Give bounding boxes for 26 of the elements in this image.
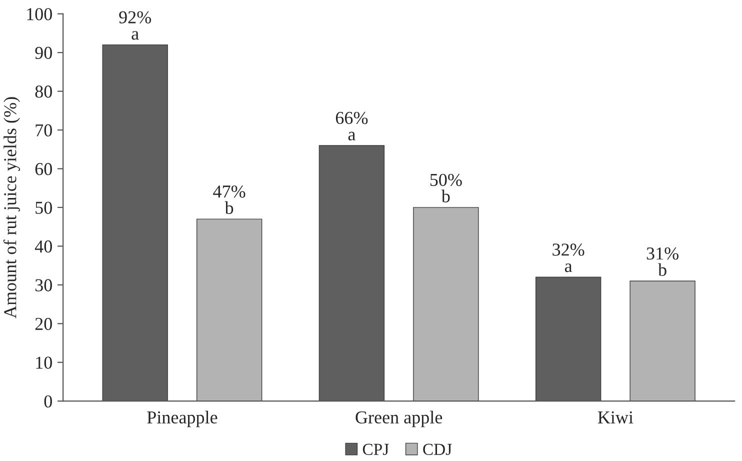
y-tick-label: 50 xyxy=(36,202,52,214)
bar xyxy=(413,207,479,402)
data-label: 92% a xyxy=(119,11,152,40)
y-tick-label: 100 xyxy=(27,8,52,20)
y-tick-label: 80 xyxy=(35,86,52,98)
data-label: 47% b xyxy=(213,185,246,214)
x-tick-label: Kiwi xyxy=(598,411,634,424)
data-label: 66% a xyxy=(336,112,368,140)
y-tick-label: 30 xyxy=(35,279,52,292)
bar xyxy=(196,218,262,402)
y-tick-label: 70 xyxy=(36,124,52,136)
y-tick-label: 40 xyxy=(34,240,52,253)
y-tick-label: 20 xyxy=(35,318,52,330)
x-tick-label: Green apple xyxy=(356,410,442,428)
y-tick-label: 10 xyxy=(36,356,52,369)
x-tick-label: Pineapple xyxy=(147,410,218,428)
legend-label: CPJ xyxy=(362,444,389,456)
data-label: 31% b xyxy=(646,247,678,276)
y-tick-label: 60 xyxy=(35,162,52,176)
bar xyxy=(630,280,696,402)
y-tick-label: 90 xyxy=(35,46,52,59)
legend-label: CDJ xyxy=(423,444,452,456)
y-tick-label: 0 xyxy=(44,395,52,408)
y-axis-title: Amount of rut juice yields (%) xyxy=(3,97,20,318)
data-label: 50% b xyxy=(430,174,462,202)
data-label: 32% a xyxy=(552,244,584,272)
